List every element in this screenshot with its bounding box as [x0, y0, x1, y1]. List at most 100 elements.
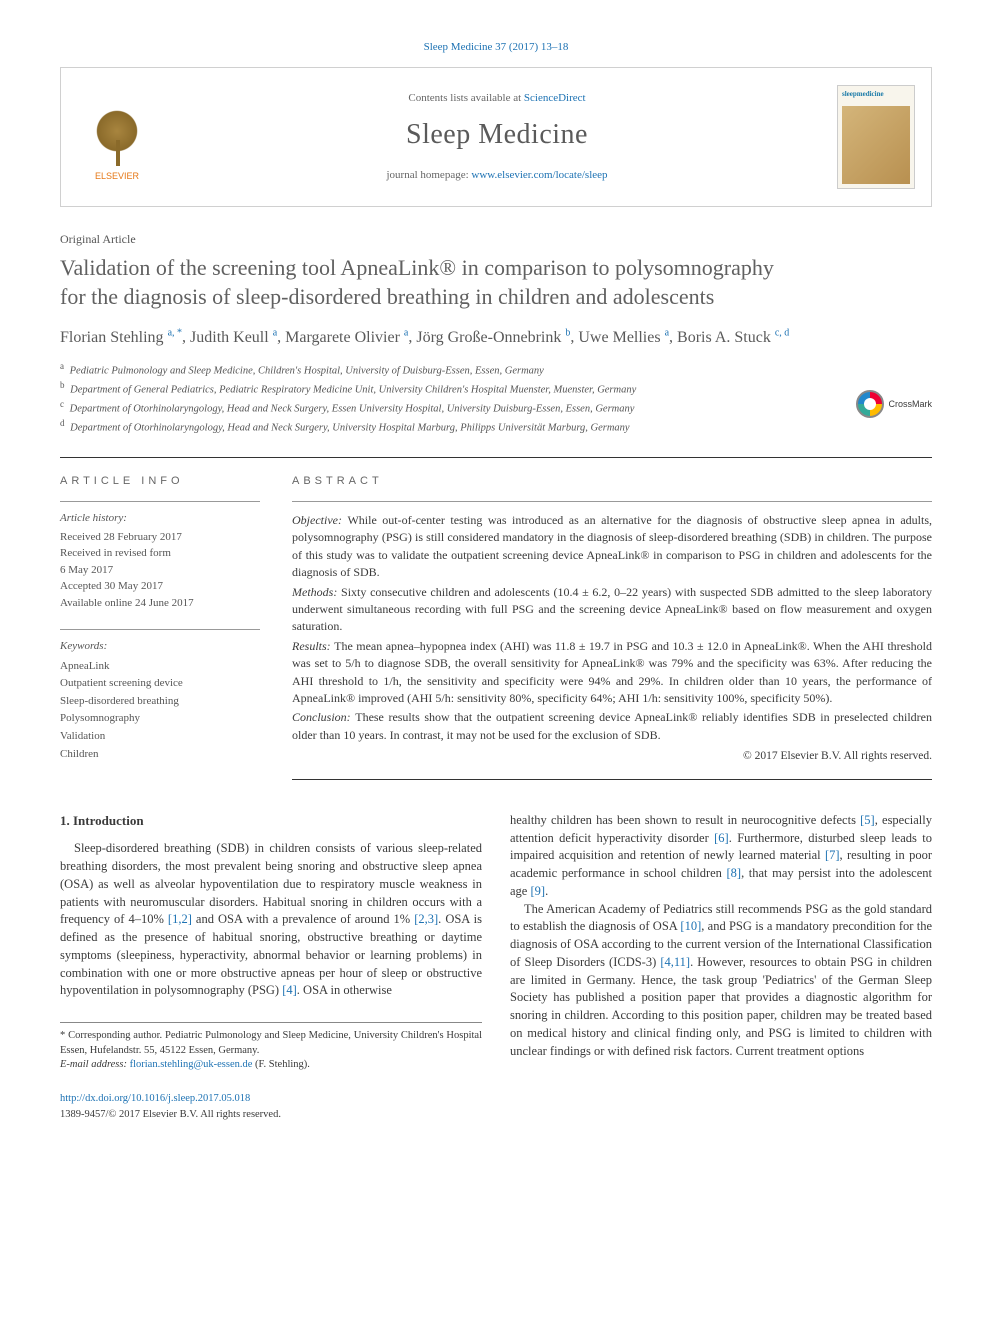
abstract-copyright: © 2017 Elsevier B.V. All rights reserved…	[292, 748, 932, 765]
author-affil-sup[interactable]: a	[665, 327, 669, 338]
affiliations-list: a Pediatric Pulmonology and Sleep Medici…	[60, 360, 932, 437]
intro-paragraph-1: Sleep-disordered breathing (SDB) in chil…	[60, 840, 482, 1000]
author: Boris A. Stuck c, d	[677, 329, 789, 346]
affiliation-key: b	[60, 380, 65, 390]
journal-ref-link[interactable]: Sleep Medicine 37 (2017) 13–18	[424, 41, 569, 53]
ref-link-5[interactable]: [5]	[860, 813, 875, 827]
abstract-section-head: Conclusion:	[292, 710, 355, 724]
corr-email-label: E-mail address:	[60, 1059, 127, 1070]
corr-star: *	[60, 1030, 65, 1041]
author: Uwe Mellies a	[578, 329, 669, 346]
author-affil-sup[interactable]: a	[273, 327, 277, 338]
elsevier-logo[interactable]: ELSEVIER	[77, 92, 157, 182]
abstract-label: ABSTRACT	[292, 474, 932, 489]
cover-title: sleepmedicine	[842, 90, 910, 100]
abstract-section: Conclusion: These results show that the …	[292, 709, 932, 744]
ref-link-9[interactable]: [9]	[530, 884, 545, 898]
keyword: ApneaLink	[60, 658, 260, 676]
author-affil-sup[interactable]: b	[565, 327, 570, 338]
abstract-section: Objective: While out-of-center testing w…	[292, 512, 932, 582]
author: Margarete Olivier a	[285, 329, 408, 346]
cover-image-icon	[842, 106, 910, 184]
header-center: Contents lists available at ScienceDirec…	[157, 91, 837, 183]
sciencedirect-link[interactable]: ScienceDirect	[524, 92, 586, 104]
intro-text-4: . OSA in otherwise	[297, 983, 392, 997]
affiliation: c Department of Otorhinolaryngology, Hea…	[60, 398, 932, 417]
article-info-label: ARTICLE INFO	[60, 474, 260, 489]
elsevier-label: ELSEVIER	[95, 170, 139, 183]
affiliation: b Department of General Pediatrics, Pedi…	[60, 379, 932, 398]
author-affil-sup[interactable]: c, d	[775, 327, 789, 338]
p2-text-a: healthy children has been shown to resul…	[510, 813, 860, 827]
abstract-section-head: Methods:	[292, 585, 341, 599]
footer-block: http://dx.doi.org/10.1016/j.sleep.2017.0…	[60, 1091, 932, 1123]
keyword: Polysomnography	[60, 710, 260, 728]
contents-prefix: Contents lists available at	[408, 92, 523, 104]
abstract-section: Methods: Sixty consecutive children and …	[292, 584, 932, 636]
keyword: Sleep-disordered breathing	[60, 693, 260, 711]
crossmark-label: CrossMark	[888, 398, 932, 411]
corresponding-author-block: * Corresponding author. Pediatric Pulmon…	[60, 1022, 482, 1073]
article-title: Validation of the screening tool ApneaLi…	[60, 254, 800, 311]
affiliation-key: d	[60, 418, 65, 428]
body-columns: 1. Introduction Sleep-disordered breathi…	[60, 812, 932, 1073]
affiliation: a Pediatric Pulmonology and Sleep Medici…	[60, 360, 932, 379]
p3-text-c: . However, resources to obtain PSG in ch…	[510, 955, 932, 1058]
contents-line: Contents lists available at ScienceDirec…	[157, 91, 837, 106]
history-line: Accepted 30 May 2017	[60, 578, 260, 595]
ref-link-1-2[interactable]: [1,2]	[168, 912, 192, 926]
ref-link-7[interactable]: [7]	[825, 848, 840, 862]
keyword: Children	[60, 746, 260, 764]
homepage-line: journal homepage: www.elsevier.com/locat…	[157, 168, 837, 183]
ref-link-4[interactable]: [4]	[282, 983, 297, 997]
ref-link-4-11[interactable]: [4,11]	[660, 955, 690, 969]
ref-link-2-3[interactable]: [2,3]	[414, 912, 438, 926]
body-para-3: The American Academy of Pediatrics still…	[510, 901, 932, 1061]
journal-cover-thumbnail[interactable]: sleepmedicine	[837, 85, 915, 189]
crossmark-icon	[856, 390, 884, 418]
article-history-block: Article history: Received 28 February 20…	[60, 501, 260, 611]
homepage-link[interactable]: www.elsevier.com/locate/sleep	[471, 169, 607, 181]
history-line: Received in revised form	[60, 545, 260, 562]
info-abstract-row: ARTICLE INFO Article history: Received 2…	[60, 457, 932, 780]
body-para-2: healthy children has been shown to resul…	[510, 812, 932, 901]
p2-text-f: .	[545, 884, 548, 898]
ref-link-10[interactable]: [10]	[680, 919, 701, 933]
issn-copyright: 1389-9457/© 2017 Elsevier B.V. All right…	[60, 1109, 281, 1120]
corr-email-suffix: (F. Stehling).	[255, 1059, 310, 1070]
author: Jörg Große-Onnebrink b	[416, 329, 570, 346]
homepage-prefix: journal homepage:	[386, 169, 471, 181]
history-line: Received 28 February 2017	[60, 529, 260, 546]
authors-list: Florian Stehling a, *, Judith Keull a, M…	[60, 325, 932, 349]
intro-heading: 1. Introduction	[60, 812, 482, 830]
crossmark-widget[interactable]: CrossMark	[856, 390, 932, 418]
doi-link[interactable]: http://dx.doi.org/10.1016/j.sleep.2017.0…	[60, 1093, 250, 1104]
corr-email-link[interactable]: florian.stehling@uk-essen.de	[130, 1059, 253, 1070]
journal-name: Sleep Medicine	[157, 115, 837, 154]
author: Florian Stehling a, *	[60, 329, 182, 346]
elsevier-tree-icon	[87, 110, 147, 170]
journal-header-box: ELSEVIER Contents lists available at Sci…	[60, 67, 932, 207]
keyword: Validation	[60, 728, 260, 746]
history-line: Available online 24 June 2017	[60, 595, 260, 612]
abstract-section: Results: The mean apnea–hypopnea index (…	[292, 638, 932, 708]
author-affil-sup[interactable]: a	[404, 327, 408, 338]
ref-link-6[interactable]: [6]	[714, 831, 729, 845]
ref-link-8[interactable]: [8]	[727, 866, 742, 880]
history-line: 6 May 2017	[60, 562, 260, 579]
affiliation-key: a	[60, 361, 64, 371]
article-info-column: ARTICLE INFO Article history: Received 2…	[60, 474, 260, 780]
body-column-right: healthy children has been shown to resul…	[510, 812, 932, 1073]
article-type: Original Article	[60, 231, 932, 248]
abstract-section-head: Results:	[292, 639, 334, 653]
intro-text-2: and OSA with a prevalence of around 1%	[192, 912, 414, 926]
abstract-body: Objective: While out-of-center testing w…	[292, 501, 932, 780]
author-affil-sup[interactable]: a, *	[168, 327, 182, 338]
keywords-block: Keywords: ApneaLinkOutpatient screening …	[60, 629, 260, 763]
history-heading: Article history:	[60, 510, 260, 527]
body-column-left: 1. Introduction Sleep-disordered breathi…	[60, 812, 482, 1073]
author: Judith Keull a	[190, 329, 277, 346]
abstract-column: ABSTRACT Objective: While out-of-center …	[292, 474, 932, 780]
affiliation: d Department of Otorhinolaryngology, Hea…	[60, 417, 932, 436]
keyword: Outpatient screening device	[60, 675, 260, 693]
